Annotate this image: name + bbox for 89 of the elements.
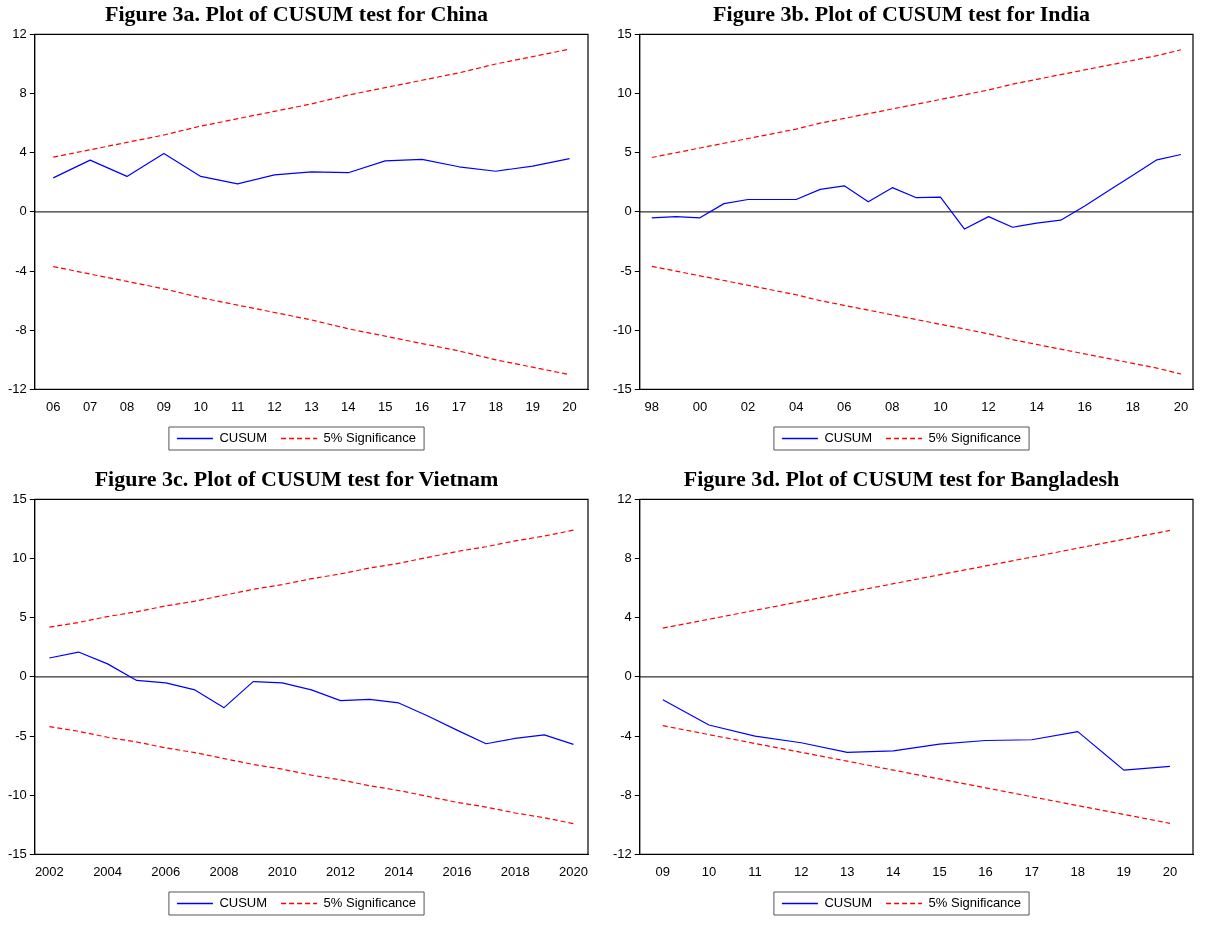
y-tick-label: -12 [7, 380, 27, 396]
x-tick-label: 2010 [267, 863, 297, 879]
x-tick-label: 09 [655, 863, 671, 879]
y-tick-label: 15 [617, 25, 632, 41]
x-tick-label: 98 [644, 398, 660, 414]
y-tick-label: -5 [620, 262, 632, 278]
x-tick-label: 2004 [93, 863, 123, 879]
y-tick-label: -15 [612, 380, 632, 396]
x-tick-label: 2008 [209, 863, 239, 879]
y-tick-label: 15 [12, 490, 27, 506]
x-tick-label: 04 [788, 398, 804, 414]
x-tick-label: 13 [840, 863, 855, 879]
x-tick-label: 18 [488, 398, 504, 414]
x-tick-label: 00 [692, 398, 708, 414]
chart-title: Figure 3a. Plot of CUSUM test for China [105, 0, 488, 26]
x-tick-label: 06 [837, 398, 852, 414]
y-tick-label: 4 [624, 609, 632, 625]
legend-label: CUSUM [824, 895, 873, 911]
legend-label: CUSUM [219, 895, 268, 911]
x-tick-label: 2018 [500, 863, 530, 879]
x-tick-label: 14 [886, 863, 901, 879]
chart-title: Figure 3c. Plot of CUSUM test for Vietnam [94, 465, 499, 491]
y-tick-label: 10 [617, 85, 632, 101]
legend-label: CUSUM [824, 430, 873, 446]
legend-label: 5% Significance [323, 895, 417, 911]
x-tick-label: 18 [1125, 398, 1141, 414]
x-tick-label: 19 [1116, 863, 1132, 879]
x-tick-label: 16 [414, 398, 430, 414]
x-tick-label: 2012 [326, 863, 355, 879]
chart-title: Figure 3b. Plot of CUSUM test for India [713, 0, 1090, 26]
x-tick-label: 06 [46, 398, 61, 414]
x-tick-label: 09 [156, 398, 172, 414]
y-tick-label: -8 [620, 786, 632, 802]
x-tick-label: 20 [1162, 863, 1178, 879]
y-tick-label: 5 [19, 609, 27, 625]
x-tick-label: 12 [981, 398, 996, 414]
x-tick-label: 20 [1173, 398, 1189, 414]
x-tick-label: 2016 [442, 863, 472, 879]
y-tick-label: 8 [624, 550, 632, 566]
y-tick-label: 8 [19, 85, 27, 101]
y-tick-label: 0 [624, 668, 632, 684]
x-tick-label: 12 [267, 398, 282, 414]
x-tick-label: 15 [377, 398, 393, 414]
x-tick-label: 15 [932, 863, 947, 879]
x-tick-label: 07 [82, 398, 98, 414]
y-tick-label: -5 [15, 727, 27, 743]
y-tick-label: -4 [620, 727, 632, 743]
x-tick-label: 14 [341, 398, 356, 414]
y-tick-label: 4 [19, 144, 27, 160]
x-tick-label: 10 [933, 398, 948, 414]
y-tick-label: -10 [7, 786, 27, 802]
x-tick-label: 14 [1029, 398, 1044, 414]
y-tick-label: 12 [617, 490, 632, 506]
x-tick-label: 10 [701, 863, 717, 879]
y-tick-label: 10 [12, 550, 27, 566]
y-tick-label: -15 [7, 845, 27, 861]
x-tick-label: 2020 [558, 863, 588, 879]
y-tick-label: 0 [19, 668, 27, 684]
x-tick-label: 17 [451, 398, 467, 414]
x-tick-label: 11 [230, 398, 245, 414]
y-tick-label: 12 [12, 25, 27, 41]
y-tick-label: 0 [19, 203, 27, 219]
y-tick-label: -8 [15, 321, 27, 337]
x-tick-label: 08 [885, 398, 900, 414]
x-tick-label: 16 [978, 863, 993, 879]
x-tick-label: 17 [1024, 863, 1039, 879]
y-tick-label: 0 [624, 203, 632, 219]
x-tick-label: 16 [1077, 398, 1092, 414]
y-tick-label: -12 [612, 845, 632, 861]
y-tick-label: -10 [612, 321, 632, 337]
x-tick-label: 2014 [384, 863, 414, 879]
legend-label: 5% Significance [928, 430, 1022, 446]
x-tick-label: 13 [304, 398, 319, 414]
x-tick-label: 10 [193, 398, 208, 414]
x-tick-label: 02 [740, 398, 756, 414]
y-tick-label: 5 [624, 144, 632, 160]
legend-label: 5% Significance [928, 895, 1022, 911]
legend-label: 5% Significance [323, 430, 417, 446]
chart-title: Figure 3d. Plot of CUSUM test for Bangladesh [683, 465, 1120, 491]
x-tick-label: 08 [119, 398, 135, 414]
x-tick-label: 19 [525, 398, 540, 414]
x-tick-label: 18 [1070, 863, 1085, 879]
x-tick-label: 2002 [34, 863, 64, 879]
x-tick-label: 12 [793, 863, 809, 879]
x-tick-label: 11 [748, 863, 762, 879]
legend-label: CUSUM [219, 430, 268, 446]
y-tick-label: -4 [15, 262, 27, 278]
x-tick-label: 20 [562, 398, 577, 414]
x-tick-label: 2006 [151, 863, 181, 879]
